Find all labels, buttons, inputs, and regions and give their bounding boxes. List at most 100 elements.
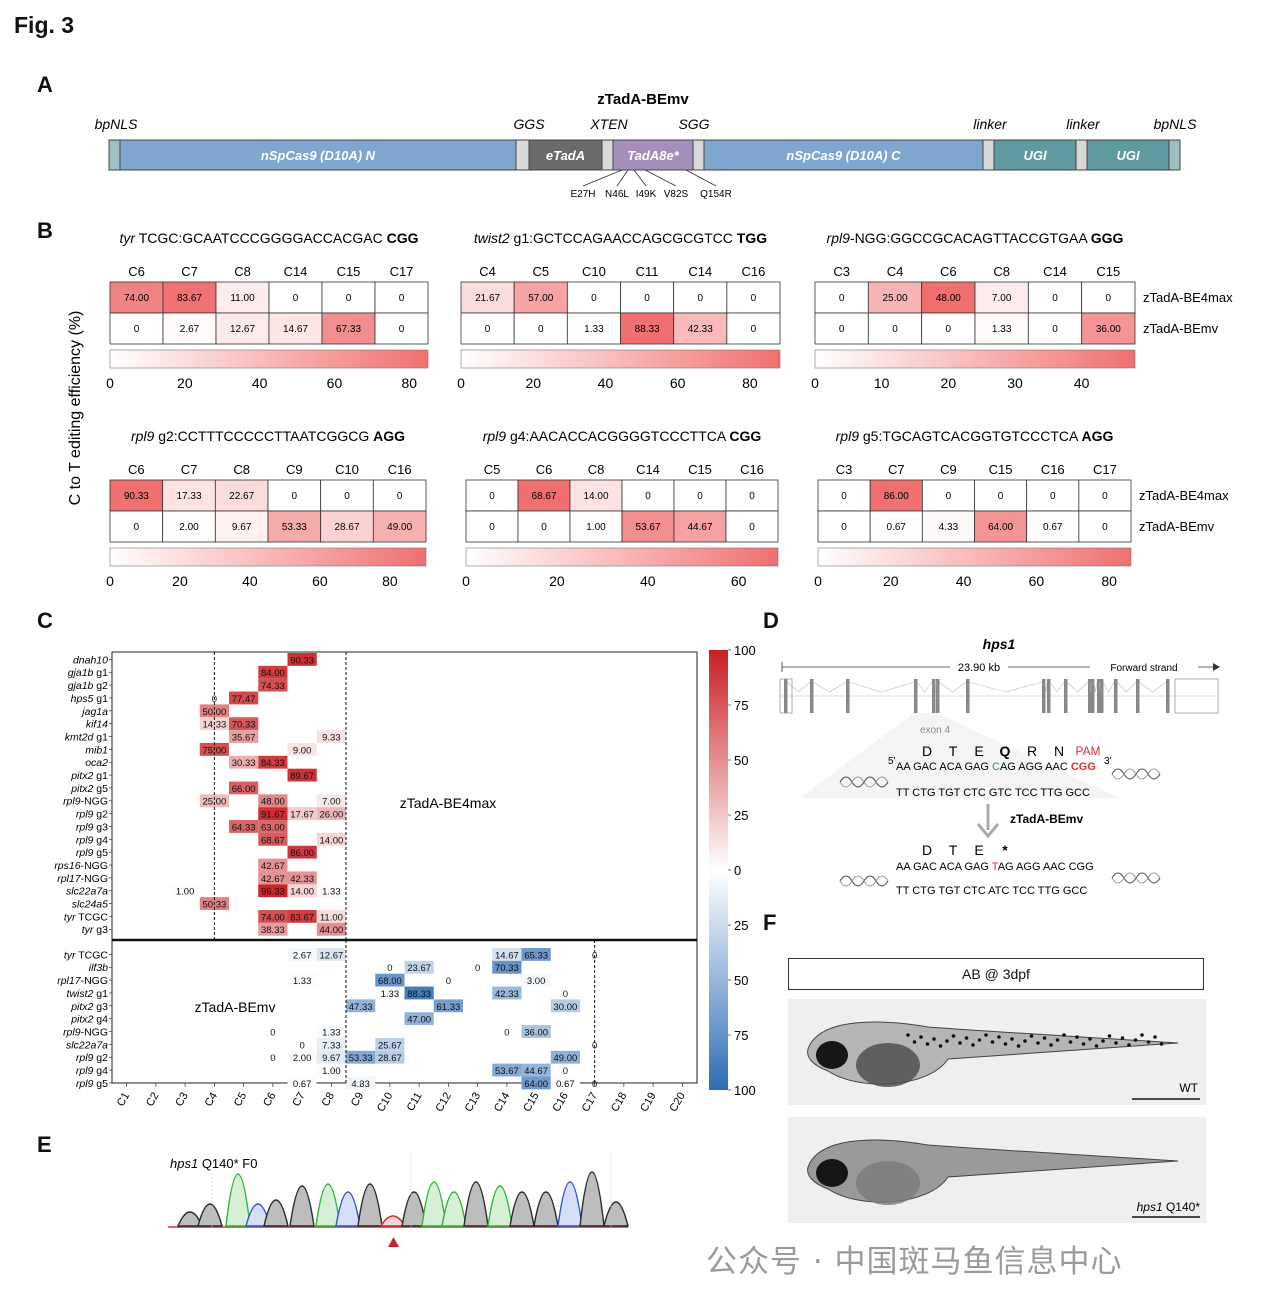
heatmap-cell	[287, 845, 317, 859]
cell-value: 14.00	[319, 835, 343, 846]
cell-value: 0	[1102, 491, 1108, 502]
strand-label: Forward strand	[1110, 663, 1177, 674]
exon-block	[784, 679, 788, 713]
cell-value: 88.33	[407, 989, 431, 1000]
melanophore	[997, 1035, 1001, 1039]
cell-value: 49.00	[553, 1053, 577, 1064]
heatmap-cell	[316, 1050, 346, 1064]
colorbar-tick: 20	[549, 573, 565, 589]
gene-name: tyr	[64, 911, 76, 923]
exon-block	[1136, 679, 1140, 713]
column-label: C4	[887, 264, 904, 279]
colorbar-tick: 60	[327, 375, 343, 391]
cell-value: 83.67	[177, 293, 202, 304]
heatmap-cell	[492, 1063, 522, 1077]
heatmap-cell	[287, 910, 317, 923]
heatmap-cell	[550, 1076, 580, 1090]
intron-connector	[938, 681, 967, 693]
linker-label: SGG	[678, 116, 709, 132]
cell-value: 88.33	[635, 324, 660, 335]
strand-label-bg	[1090, 660, 1198, 674]
column-label: C18	[609, 1091, 629, 1114]
heatmap-cell	[162, 312, 217, 345]
gene-row-label: rpl9 g2	[76, 1052, 108, 1064]
dna-helix	[1111, 768, 1161, 780]
cell-value: 74.00	[124, 293, 149, 304]
panel-letter-e: E	[37, 1132, 52, 1157]
cell-value: 2.67	[293, 950, 312, 961]
cell-value: 42.67	[261, 874, 285, 885]
exon-block	[1047, 679, 1051, 713]
construct-segment	[1086, 139, 1170, 171]
cell-value: 0	[489, 522, 495, 533]
construct-segment-label: eTadA	[546, 148, 585, 163]
cell-value: 14.67	[495, 950, 519, 961]
melanophore	[958, 1041, 962, 1045]
exon-label: exon 4	[920, 725, 950, 736]
heatmap-cell	[621, 479, 675, 512]
editor-name: zTadA-BEmv	[1010, 812, 1083, 826]
intron-connector	[1093, 681, 1098, 693]
gene-name: rpl17	[57, 975, 82, 987]
cell-value: 3.00	[527, 976, 546, 987]
cell-value: 0	[1052, 324, 1058, 335]
larva-eye	[816, 1159, 848, 1187]
cell-value: 0	[563, 989, 568, 1000]
construct-title: zTadA-BEmv	[597, 91, 689, 108]
guide-suffix: TCGC	[76, 911, 109, 923]
cell-value: 30.33	[232, 758, 256, 769]
cell-value: 28.67	[334, 522, 359, 533]
cell-value: 9.67	[322, 1053, 341, 1064]
gene-row-label: rpl9-NGG	[63, 1026, 108, 1038]
guide-suffix: g2	[93, 680, 108, 692]
heatmap-cell	[316, 1037, 346, 1051]
column-label: C13	[463, 1091, 483, 1114]
colorbar-tick: 20	[883, 573, 899, 589]
colorbar	[465, 547, 779, 567]
cell-value: 42.33	[290, 874, 314, 885]
heatmap-cell	[320, 510, 374, 543]
figure-title: Fig. 3	[14, 12, 75, 38]
gene-name: slc22a7a	[66, 886, 108, 898]
guide-suffix: g1	[93, 667, 108, 679]
cell-value: 2.00	[179, 522, 199, 533]
melanophore	[945, 1039, 949, 1043]
cell-value: 22.67	[229, 491, 254, 502]
heatmap-cell	[869, 510, 923, 543]
colorbar-tick: 30	[1007, 375, 1023, 391]
heatmap-cell	[287, 973, 317, 987]
heatmap-cell	[199, 704, 229, 718]
column-label: C15	[989, 462, 1013, 477]
column-label: C14	[1043, 264, 1067, 279]
mutation-label: I49K	[636, 189, 657, 200]
cell-value: 1.00	[586, 522, 606, 533]
cell-value: 96.33	[261, 887, 285, 898]
cell-value: 0	[1106, 293, 1112, 304]
colorbar	[460, 349, 781, 369]
amino-acid: E	[974, 842, 983, 858]
chromatogram-peak	[357, 1183, 383, 1227]
melanophore	[1133, 1038, 1138, 1042]
column-label: C11	[405, 1091, 425, 1114]
heatmap-cell	[974, 312, 1029, 345]
amino-acid: *	[1002, 842, 1008, 858]
intron-connector	[916, 681, 933, 693]
heatmap-cell	[162, 281, 217, 314]
heatmap-cell	[375, 1037, 405, 1051]
melanophore	[1114, 1041, 1118, 1045]
column-label: C14	[688, 264, 712, 279]
cell-value: 86.00	[290, 848, 314, 859]
exon-block	[1097, 679, 1101, 713]
column-label: C3	[836, 462, 853, 477]
gene-name: slc22a7a	[66, 1039, 108, 1051]
gene-name: tyr	[82, 924, 94, 936]
gene-name: tyr	[120, 230, 137, 246]
heatmap-cell	[550, 1050, 580, 1064]
heatmap-cell	[287, 884, 317, 898]
colorbar-tick: 40	[252, 375, 268, 391]
melanophore	[1101, 1039, 1105, 1043]
column-label: C8	[233, 462, 250, 477]
heatmap-cell	[521, 1063, 551, 1077]
heatmap-frame	[111, 651, 698, 1084]
gene-name: mib1	[85, 744, 108, 756]
